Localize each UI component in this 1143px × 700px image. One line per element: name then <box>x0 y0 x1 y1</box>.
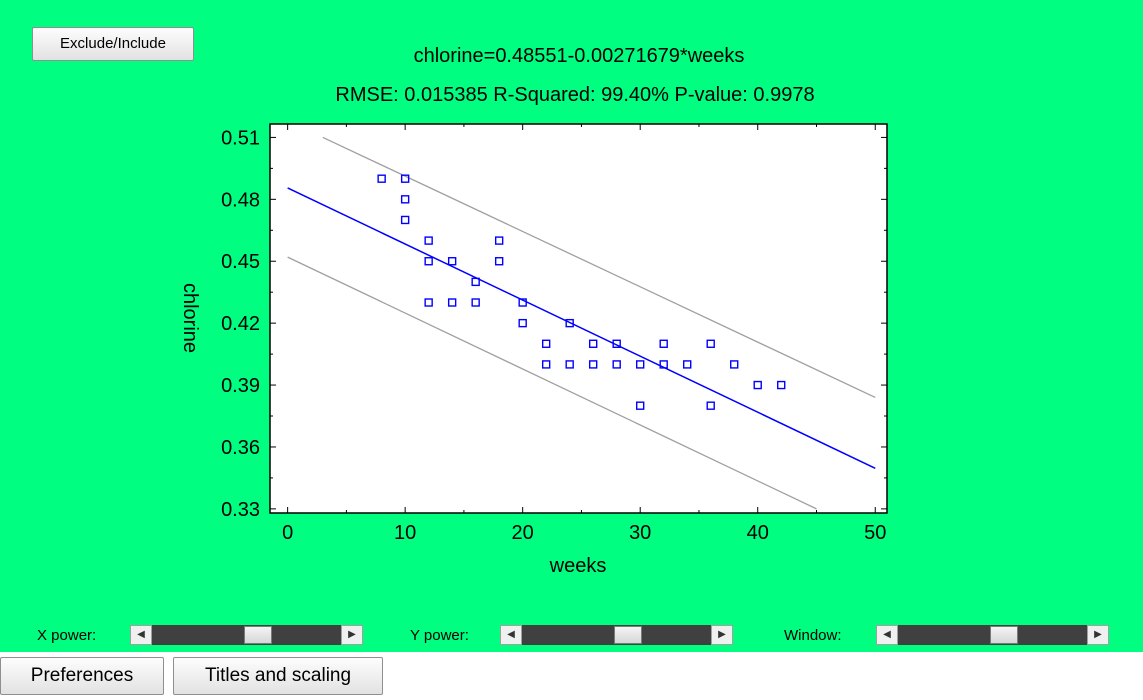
x-power-right-arrow-icon[interactable]: ▶ <box>341 625 363 645</box>
y-power-right-arrow-icon[interactable]: ▶ <box>711 625 733 645</box>
data-point <box>659 339 668 348</box>
data-point <box>471 277 480 287</box>
data-point <box>636 401 645 410</box>
x-tick-label: 40 <box>747 522 769 544</box>
plot-area <box>269 123 888 514</box>
x-tick-label: 30 <box>629 522 651 544</box>
data-point <box>565 360 574 369</box>
data-point <box>424 257 433 266</box>
scatter-plot: chlorine=0.48551-0.00271679*weeks RMSE: … <box>179 45 888 577</box>
window-left-arrow-icon[interactable]: ◀ <box>876 625 898 645</box>
data-point <box>494 257 504 266</box>
y-axis-label: chlorine <box>179 283 201 353</box>
y-power-left-arrow-icon[interactable]: ◀ <box>500 625 522 645</box>
x-tick-label: 50 <box>864 522 886 544</box>
data-point <box>447 257 457 266</box>
data-point <box>565 318 574 328</box>
data-point <box>730 360 739 369</box>
data-point <box>541 360 551 369</box>
y-tick-label: 0.51 <box>221 127 260 149</box>
window-slider[interactable]: ◀ ▶ <box>876 625 1109 645</box>
fit-line <box>287 187 876 469</box>
data-point <box>400 215 410 225</box>
data-point <box>541 339 551 348</box>
y-power-slider[interactable]: ◀ ▶ <box>500 625 733 645</box>
data-point <box>706 401 715 410</box>
data-point <box>612 360 621 369</box>
data-point <box>494 236 504 245</box>
x-power-left-arrow-icon[interactable]: ◀ <box>130 625 152 645</box>
data-point <box>636 360 645 369</box>
data-point <box>588 339 598 348</box>
x-tick-label: 10 <box>394 522 416 544</box>
chart-subtitle: RMSE: 0.015385 R-Squared: 99.40% P-value… <box>335 84 814 106</box>
x-power-slider-thumb[interactable] <box>243 626 272 644</box>
x-power-label: X power: <box>37 627 97 644</box>
x-power-slider[interactable]: ◀ ▶ <box>130 625 363 645</box>
prediction-limits <box>287 136 876 510</box>
chart-title: chlorine=0.48551-0.00271679*weeks <box>414 45 745 67</box>
data-point <box>377 174 386 183</box>
data-point <box>588 360 598 369</box>
data-point <box>471 298 480 307</box>
x-tick-label: 20 <box>512 522 534 544</box>
data-point <box>612 339 621 348</box>
exclude-include-button[interactable]: Exclude/Include <box>32 27 194 61</box>
window-label: Window: <box>784 627 842 644</box>
preferences-button[interactable]: Preferences <box>0 657 164 695</box>
x-axis: 0 10 20 30 40 50 <box>282 124 886 544</box>
x-axis-label: weeks <box>549 555 607 577</box>
x-tick-label: 0 <box>282 522 293 544</box>
upper-prediction-limit <box>322 136 876 399</box>
titles-and-scaling-button[interactable]: Titles and scaling <box>173 657 383 695</box>
y-power-slider-thumb[interactable] <box>613 626 642 644</box>
y-axis: 0.33 0.36 0.39 0.42 0.45 0.48 0.51 <box>221 127 887 521</box>
data-point <box>400 174 410 183</box>
y-tick-label: 0.45 <box>221 251 260 273</box>
data-point <box>753 380 762 390</box>
data-point <box>706 339 715 348</box>
data-point <box>518 298 527 307</box>
data-points <box>377 174 786 410</box>
y-tick-label: 0.42 <box>221 313 260 335</box>
data-point <box>777 380 786 390</box>
data-point <box>424 298 433 307</box>
y-tick-label: 0.48 <box>221 189 260 211</box>
data-point <box>518 318 527 328</box>
y-tick-label: 0.36 <box>221 437 260 459</box>
window-slider-thumb[interactable] <box>989 626 1018 644</box>
data-point <box>400 195 410 204</box>
data-point <box>683 360 692 369</box>
y-tick-label: 0.39 <box>221 375 260 397</box>
data-point <box>424 236 433 245</box>
y-tick-label: 0.33 <box>221 499 260 521</box>
data-point <box>659 360 668 369</box>
lower-prediction-limit <box>287 256 817 510</box>
data-point <box>447 298 457 307</box>
y-power-label: Y power: <box>410 627 469 644</box>
window-right-arrow-icon[interactable]: ▶ <box>1087 625 1109 645</box>
